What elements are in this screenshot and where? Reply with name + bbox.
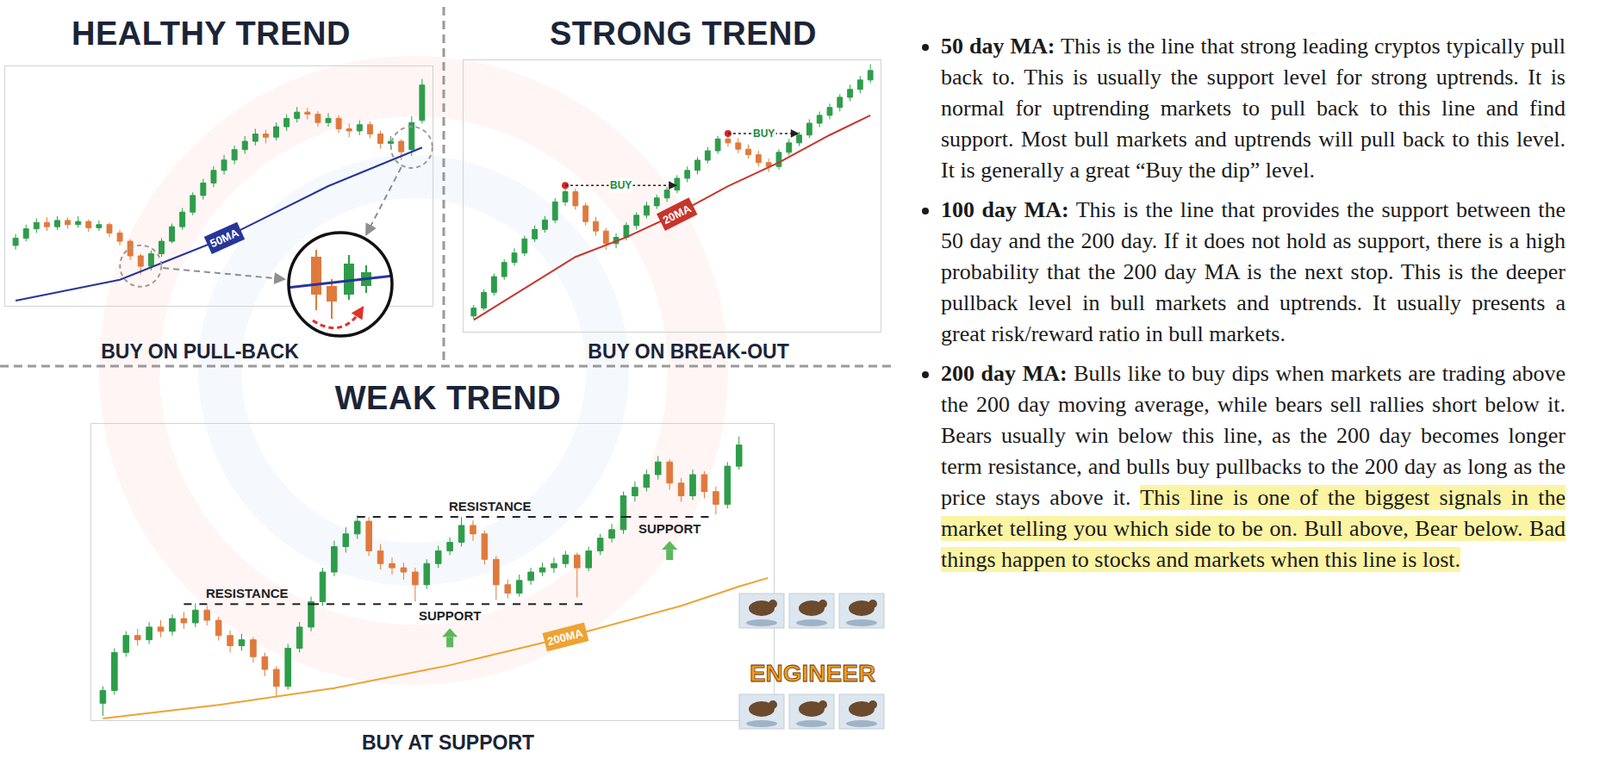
svg-text:ENGINEER: ENGINEER — [749, 659, 876, 687]
html-text:STRONG TREND: STRONG TREND — [549, 15, 817, 52]
svg-text:BUY: BUY — [610, 179, 632, 192]
svg-text:200MA: 200MA — [546, 626, 586, 648]
html-text:HEALTHY TREND: HEALTHY TREND — [71, 15, 351, 52]
html-text:BUY AT SUPPORT: BUY AT SUPPORT — [361, 731, 535, 754]
svg-text:RESISTANCE: RESISTANCE — [448, 498, 532, 514]
html-text:BUY ON PULL-BACK: BUY ON PULL-BACK — [100, 339, 299, 363]
svg-text:50MA: 50MA — [207, 225, 241, 250]
html-text:100 day MA: This is the line t: 100 day MA: This is the line that provid… — [940, 197, 1566, 347]
svg-text:RESISTANCE: RESISTANCE — [205, 585, 289, 601]
svg-text:SUPPORT: SUPPORT — [638, 521, 702, 536]
html-text:200 day MA: Bulls like to buy: 200 day MA: Bulls like to buy dips when … — [940, 361, 1566, 511]
svg-text:SUPPORT: SUPPORT — [418, 608, 482, 623]
html-text:WEAK TREND: WEAK TREND — [334, 379, 562, 416]
html-text:This line is one of the bigges: This line is one of the biggest signals … — [940, 485, 1566, 573]
html-text:50 day MA: This is the line th: 50 day MA: This is the line that strong … — [940, 33, 1566, 183]
svg-text:20MA: 20MA — [660, 201, 694, 227]
svg-text:BUY: BUY — [753, 127, 775, 140]
html-text:BUY ON BREAK-OUT: BUY ON BREAK-OUT — [587, 339, 789, 363]
